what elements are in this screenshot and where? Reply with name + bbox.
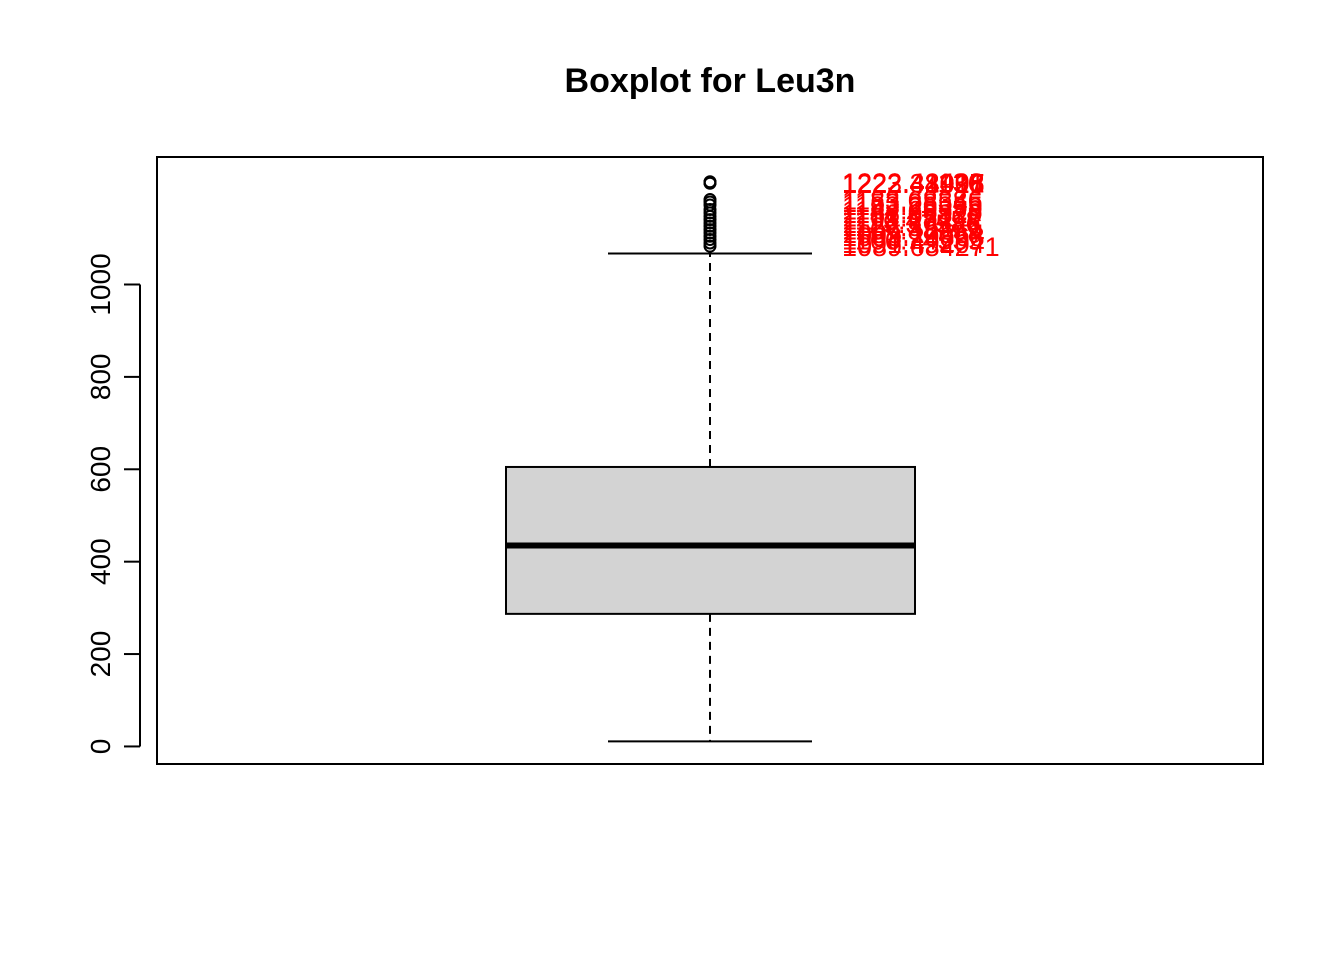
boxplot xyxy=(506,254,915,742)
chart-title: Boxplot for Leu3n xyxy=(565,62,856,100)
y-tick-label: 600 xyxy=(85,446,116,493)
y-axis: 0 200 400 600 800 1000 xyxy=(85,253,140,754)
outlier-points xyxy=(705,176,716,251)
y-tick-label: 200 xyxy=(85,631,116,678)
y-tick-label: 1000 xyxy=(85,253,116,315)
iqr-box xyxy=(506,467,915,614)
y-tick-label: 400 xyxy=(85,538,116,585)
outlier-label: 1089.684271 xyxy=(842,232,1000,262)
y-tick-label: 800 xyxy=(85,354,116,401)
y-tick-label: 0 xyxy=(85,739,116,755)
outlier-labels: 1222.424081222.411361222.389211223.42097… xyxy=(842,168,1000,262)
